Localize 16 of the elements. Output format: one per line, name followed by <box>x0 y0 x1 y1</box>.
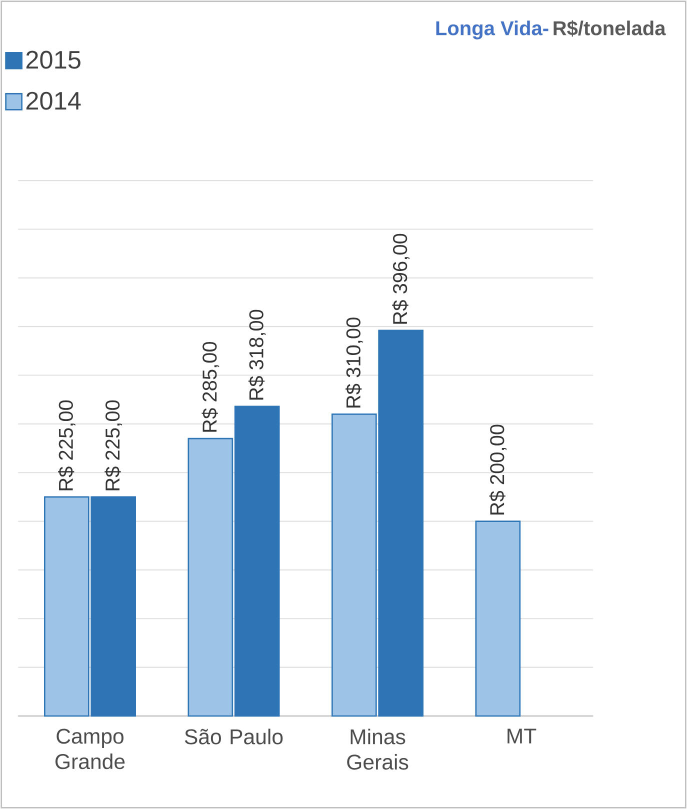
bar <box>475 520 521 717</box>
legend-label: 2014 <box>26 92 81 110</box>
x-tick-label: MT <box>508 728 536 744</box>
chart-title: Longa Vida- <box>436 20 548 40</box>
x-tick-label: São Paulo <box>184 728 283 744</box>
x-tick-label: Campo Grande <box>55 728 125 770</box>
data-label: R$ 200,00 <box>489 424 507 515</box>
data-label: R$ 285,00 <box>202 342 220 432</box>
data-label: R$ 396,00 <box>392 234 410 324</box>
legend-label: 2015 <box>26 50 80 69</box>
data-label: R$ 225,00 <box>58 400 76 490</box>
data-label: R$ 225,00 <box>104 400 122 490</box>
x-tick-label: Minas Gerais <box>347 728 408 770</box>
chart-subtitle: R$/tonelada <box>554 20 666 37</box>
data-label: R$ 318,00 <box>248 310 266 400</box>
data-label: R$ 310,00 <box>345 318 363 408</box>
